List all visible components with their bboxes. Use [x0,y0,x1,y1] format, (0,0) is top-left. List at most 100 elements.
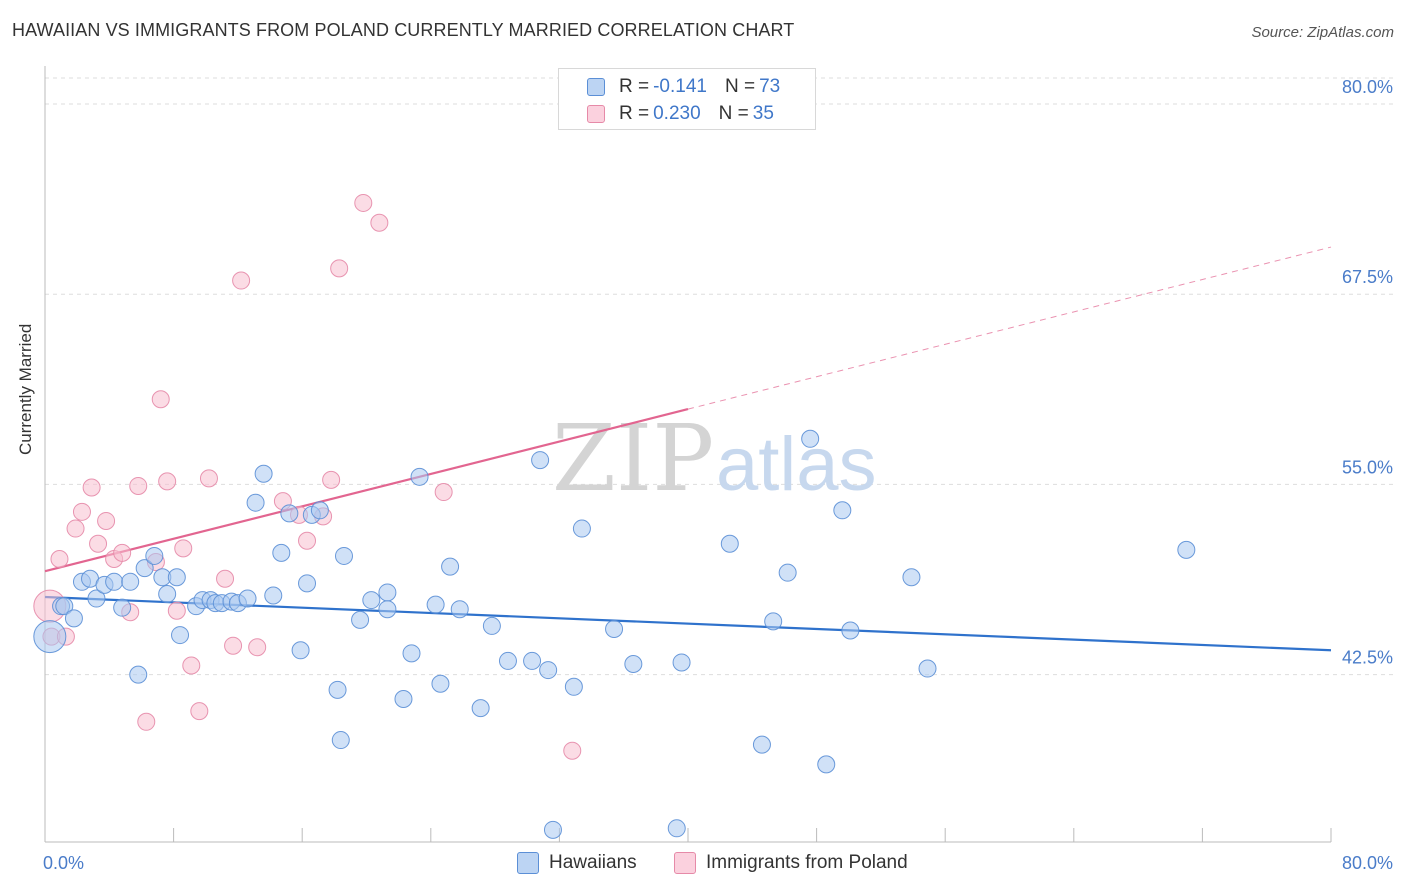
tick-labels: 42.5% 55.0% 67.5% 80.0% 0.0% 80.0% [43,77,1393,873]
poland-swatch [674,852,696,874]
poland-point [354,193,373,212]
hawaiians-point [778,563,797,582]
legend-row-poland: R = 0.230 N = 35 [559,101,774,127]
hawaiians-point [238,589,257,608]
hawaiians-point [498,651,517,670]
hawaiians-point [672,653,691,672]
hawaiians-point [87,589,106,608]
poland-swatch [587,105,605,123]
hawaiians-point [378,600,397,619]
hawaiians-point [605,619,624,638]
poland-point [322,470,341,489]
legend-n-label: N = [724,76,756,97]
legend-r-value: 0.230 [653,103,701,124]
legend-n-value: 73 [759,76,781,97]
hawaiians-point [817,755,836,774]
axes [44,66,1332,843]
source-credit: Source: ZipAtlas.com [1251,24,1394,41]
hawaiians-point [334,546,353,565]
trend-lines [44,246,1332,652]
hawaiians-point [764,612,783,631]
hawaiians-point [564,677,583,696]
hawaiians-point [543,820,562,839]
poland-point [167,601,186,620]
poland-point [129,476,148,495]
poland-point [199,469,218,488]
poland-point [66,519,85,538]
hawaiians-point [310,501,329,520]
poland-point [563,741,582,760]
hawaiians-point [246,493,265,512]
y-tick-label: 55.0% [1342,457,1393,477]
hawaiians-point [167,568,186,587]
hawaiians-point [471,699,490,718]
poland-point [248,638,267,657]
legend-item-poland[interactable]: Immigrants from Poland [674,852,908,874]
hawaiians-point [171,626,190,645]
legend-r-label: R = [619,76,650,97]
hawaiians-point [113,598,132,617]
watermark: ZIP atlas [552,405,877,512]
legend-item-hawaiians[interactable]: Hawaiians [517,852,637,874]
hawaiians-swatch [517,852,539,874]
poland-point [216,569,235,588]
hawaiians-point [431,674,450,693]
hawaiians-point [539,661,558,680]
hawaiians-point [410,467,429,486]
poland-point [97,511,116,530]
hawaiians-point [450,600,469,619]
poland-point [232,271,251,290]
hawaiians-point [531,451,550,470]
hawaiians-point [291,641,310,660]
hawaiians-point [105,572,124,591]
hawaiians-point [254,464,273,483]
chart-title: HAWAIIAN VS IMMIGRANTS FROM POLAND CURRE… [12,20,795,40]
poland-point [174,539,193,558]
hawaiians-point [264,586,283,605]
watermark-atlas: atlas [716,422,877,507]
poland-point [182,656,201,675]
hawaiians-point [394,689,413,708]
poland-point [89,534,108,553]
hawaiians-point [918,659,937,678]
poland-point [137,712,156,731]
hawaiians-point [33,620,67,654]
legend-row-hawaiians: R = -0.141 N = 73 [559,74,780,100]
hawaiians-point [624,654,643,673]
poland-point [434,483,453,502]
poland-point [330,259,349,278]
hawaiians-point [362,591,381,610]
hawaiians-point [841,621,860,640]
hawaiians-point [55,597,74,616]
legend-n-value: 35 [752,103,774,124]
poland-point [224,636,243,655]
hawaiians-point [572,519,591,538]
legend-n-label: N = [718,103,749,124]
hawaiians-point [441,557,460,576]
hawaiians-trend-line [44,595,1332,652]
hawaiians-point [64,609,83,628]
hawaiians-point [121,572,140,591]
hawaiians-point [129,665,148,684]
poland-point [190,702,209,721]
poland-point [82,478,101,497]
y-tick-label: 42.5% [1342,648,1393,668]
data-points [33,193,1196,839]
watermark-zip: ZIP [552,405,714,512]
grid-lines [45,77,1395,676]
poland-point [72,502,91,521]
poland-trend-extension [687,246,1332,410]
hawaiians-point [402,644,421,663]
hawaiians-point [331,731,350,750]
x-tick-label: 80.0% [1342,853,1393,873]
poland-point [298,531,317,550]
hawaiians-point [298,574,317,593]
hawaiians-point [426,595,445,614]
legend-r-value: -0.141 [653,76,707,97]
hawaiians-point [720,534,739,553]
hawaiians-point [752,735,771,754]
hawaiians-swatch [587,78,605,96]
hawaiians-point [523,651,542,670]
poland-point [370,213,389,232]
